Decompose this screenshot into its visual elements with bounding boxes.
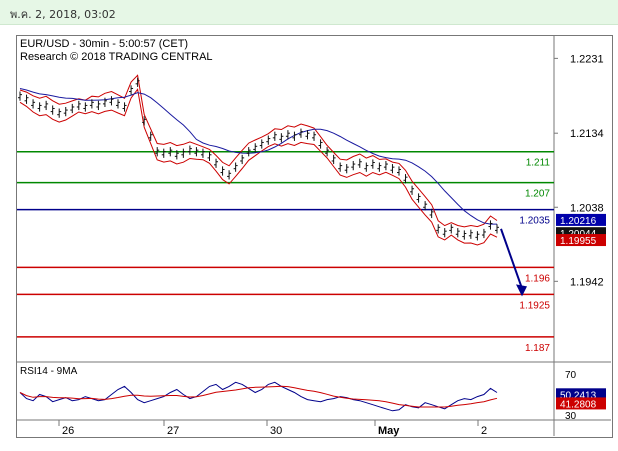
level-label: 1.187 — [525, 343, 550, 354]
level-label: 1.207 — [525, 189, 550, 200]
price-tag-box — [556, 234, 606, 247]
price-tag-label: 1.20216 — [560, 216, 597, 227]
level-label: 1.196 — [525, 273, 550, 284]
price-tag-box — [556, 213, 606, 226]
lower-band — [19, 88, 498, 246]
chart-title: EUR/USD - 30min - 5:00:57 (CET) — [20, 38, 188, 50]
moving-average-line — [19, 88, 497, 225]
rsi-tick-label: 30 — [565, 411, 577, 422]
rsi-tick-label: 70 — [565, 370, 577, 381]
rsi-tag-box — [556, 388, 606, 401]
rsi-tag-box — [556, 397, 606, 410]
forecast-arrow-head — [516, 284, 527, 297]
forecast-arrow-shaft — [500, 228, 523, 289]
rsi-tag-label: 50.2413 — [560, 390, 597, 401]
rsi-ma-line — [19, 385, 498, 408]
upper-band — [19, 74, 498, 228]
level-label: 1.211 — [526, 158, 551, 169]
price-tick-label: 1.2231 — [570, 53, 604, 65]
time-tick-label: 30 — [270, 425, 282, 437]
price-tag-label: 1.19955 — [560, 236, 597, 247]
time-tick-label: 27 — [167, 425, 179, 437]
level-label: 1.2035 — [519, 216, 550, 227]
rsi-tag-label: 41.2808 — [560, 399, 597, 410]
chart-frame — [16, 35, 613, 438]
level-label: 1.1925 — [519, 300, 550, 311]
time-tick-label: May — [378, 425, 400, 437]
title-bar: พ.ค. 2, 2018, 03:02 — [0, 0, 618, 25]
chart-subtitle: Research © 2018 TRADING CENTRAL — [20, 51, 213, 63]
price-tick-label: 1.2038 — [570, 202, 604, 214]
rsi-line — [19, 381, 498, 412]
price-tick-label: 1.2134 — [570, 128, 604, 140]
time-tick-label: 26 — [62, 425, 74, 437]
price-tick-label: 1.1942 — [570, 276, 604, 288]
time-tick-label: 2 — [481, 425, 487, 437]
timestamp: พ.ค. 2, 2018, 03:02 — [10, 8, 116, 21]
rsi-label: RSI14 - 9MA — [20, 366, 78, 377]
